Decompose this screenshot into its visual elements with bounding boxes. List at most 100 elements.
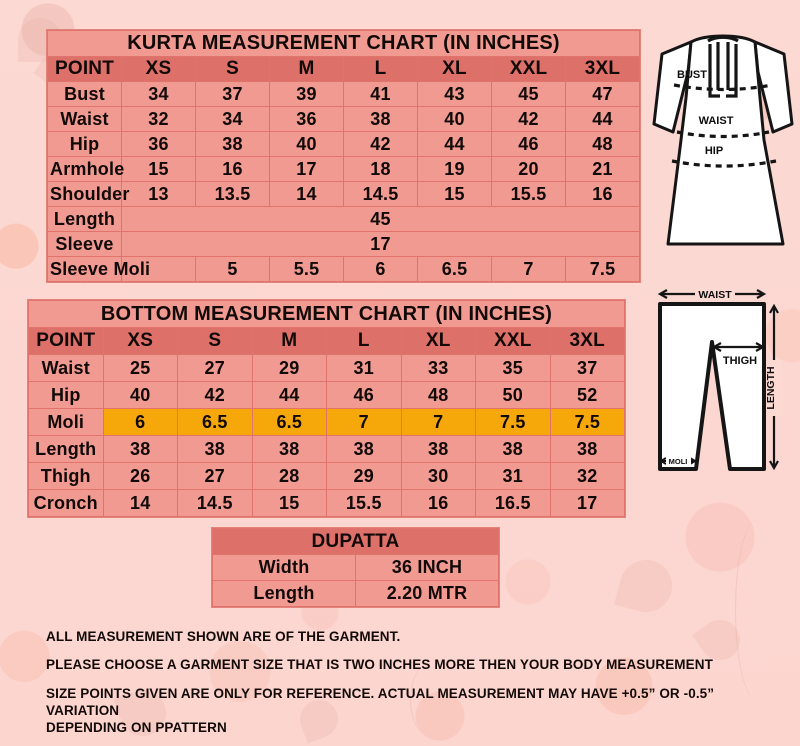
kurta-cell: 5.5 [269, 256, 344, 282]
dupatta-chart: DUPATTA Width 36 INCH Length 2.20 MTR [212, 528, 499, 607]
bottom-cell: 7.5 [475, 408, 551, 436]
kurta-cell: 41 [343, 81, 418, 107]
bottom-cell: 50 [475, 381, 551, 409]
bottom-chart-title-row: BOTTOM MEASUREMENT CHART (IN INCHES) [28, 300, 625, 328]
bottom-header-xxl: XXL [475, 327, 551, 355]
table-row: Armhole 15 16 17 18 19 20 21 [47, 156, 640, 182]
table-row-highlighted: Moli 6 6.5 6.5 7 7 7.5 7.5 [28, 408, 625, 436]
bottom-cell: 6 [102, 408, 178, 436]
kurta-cell: 5 [195, 256, 270, 282]
bottom-cell: 6.5 [251, 408, 327, 436]
kurta-cell: 17 [269, 156, 344, 182]
note-line-3: SIZE POINTS GIVEN ARE ONLY FOR REFERENCE… [46, 685, 715, 736]
bottom-cell: 25 [102, 354, 178, 382]
table-row: Shoulder 13 13.5 14 14.5 15 15.5 16 [47, 181, 640, 207]
bottom-cell: 38 [251, 435, 327, 463]
table-row: Waist 32 34 36 38 40 42 44 [47, 106, 640, 132]
bottom-cell: 7 [400, 408, 476, 436]
table-row: Waist 25 27 29 31 33 35 37 [28, 354, 625, 382]
kurta-header-l: L [343, 56, 418, 82]
bottom-cell: 31 [326, 354, 402, 382]
bottom-row-label: Moli [28, 408, 104, 436]
kurta-chart-header-row: POINT XS S M L XL XXL 3XL [47, 56, 640, 82]
kurta-cell: 42 [343, 131, 418, 157]
bottom-cell: 38 [475, 435, 551, 463]
bottom-cell: 38 [177, 435, 253, 463]
kurta-row-label: Length [47, 206, 122, 232]
bottom-cell: 32 [549, 462, 625, 490]
kurta-header-xs: XS [121, 56, 196, 82]
table-row: Length 45 [47, 206, 640, 232]
kurta-cell: 13.5 [195, 181, 270, 207]
kurta-cell: 42 [491, 106, 566, 132]
kurta-cell: 14.5 [343, 181, 418, 207]
kurta-row-label: Sleeve Moli [47, 256, 150, 282]
bottom-cell: 38 [102, 435, 178, 463]
kurta-row-label: Armhole [47, 156, 124, 182]
dupatta-cell: 2.20 MTR [355, 580, 499, 607]
bottom-cell: 27 [177, 462, 253, 490]
kurta-cell: 20 [491, 156, 566, 182]
pants-label-length: LENGTH [765, 366, 777, 409]
bottom-cell: 28 [251, 462, 327, 490]
kurta-chart-title: KURTA MEASUREMENT CHART (IN INCHES) [47, 30, 640, 57]
bottom-header-point: POINT [28, 327, 104, 355]
kurta-chart-title-row: KURTA MEASUREMENT CHART (IN INCHES) [47, 30, 640, 57]
bottom-row-label: Thigh [28, 462, 104, 490]
bottom-row-label: Hip [28, 381, 104, 409]
pants-label-thigh: THIGH [723, 355, 757, 367]
kurta-header-xxl: XXL [491, 56, 566, 82]
dupatta-row-label: Length [212, 580, 356, 607]
bottom-cell: 16 [400, 489, 476, 517]
bottom-chart-header-row: POINT XS S M L XL XXL 3XL [28, 327, 625, 355]
pants-outline-shape [658, 302, 766, 471]
dupatta-chart-title: DUPATTA [212, 528, 499, 555]
table-row: Hip 40 42 44 46 48 50 52 [28, 381, 625, 409]
table-row: Sleeve Moli 5 5.5 6 6.5 7 7.5 [47, 256, 640, 282]
pants-diagram: WAIST THIGH LENGTH MOLI [657, 287, 782, 471]
kurta-header-3xl: 3XL [565, 56, 640, 82]
bottom-cell: 14 [102, 489, 178, 517]
bottom-row-label: Cronch [28, 489, 104, 517]
bottom-cell: 38 [549, 435, 625, 463]
kurta-cell: 6 [343, 256, 418, 282]
bottom-header-s: S [177, 327, 253, 355]
kurta-cell: 40 [269, 131, 344, 157]
kurta-row-label: Bust [47, 81, 122, 107]
kurta-row-label: Hip [47, 131, 122, 157]
kurta-label-waist: WAIST [699, 115, 734, 127]
kurta-cell: 47 [565, 81, 640, 107]
bottom-chart-title: BOTTOM MEASUREMENT CHART (IN INCHES) [28, 300, 625, 328]
bottom-cell: 33 [400, 354, 476, 382]
bottom-cell: 38 [400, 435, 476, 463]
bottom-cell: 29 [326, 462, 402, 490]
bottom-cell: 35 [475, 354, 551, 382]
kurta-cell: 15 [417, 181, 492, 207]
table-row: Width 36 INCH [212, 554, 499, 581]
bottom-cell: 29 [251, 354, 327, 382]
bottom-cell: 48 [400, 381, 476, 409]
bottom-cell: 40 [102, 381, 178, 409]
dupatta-row-label: Width [212, 554, 356, 581]
kurta-header-xl: XL [417, 56, 492, 82]
bottom-cell: 15.5 [326, 489, 402, 517]
bottom-cell: 31 [475, 462, 551, 490]
kurta-cell: 14 [269, 181, 344, 207]
bottom-measurement-chart: BOTTOM MEASUREMENT CHART (IN INCHES) POI… [28, 300, 625, 517]
bottom-cell: 46 [326, 381, 402, 409]
table-row: Length 2.20 MTR [212, 580, 499, 607]
bottom-cell: 26 [102, 462, 178, 490]
bottom-cell: 16.5 [475, 489, 551, 517]
kurta-cell: 38 [195, 131, 270, 157]
pants-label-moli: MOLI [669, 457, 688, 466]
kurta-cell: 40 [417, 106, 492, 132]
kurta-cell: 43 [417, 81, 492, 107]
bottom-cell: 15 [251, 489, 327, 517]
kurta-cell: 15 [121, 156, 196, 182]
table-row: Sleeve 17 [47, 231, 640, 257]
table-row: Hip 36 38 40 42 44 46 48 [47, 131, 640, 157]
kurta-cell: 44 [417, 131, 492, 157]
kurta-header-s: S [195, 56, 270, 82]
bottom-cell: 17 [549, 489, 625, 517]
bottom-header-m: M [251, 327, 327, 355]
